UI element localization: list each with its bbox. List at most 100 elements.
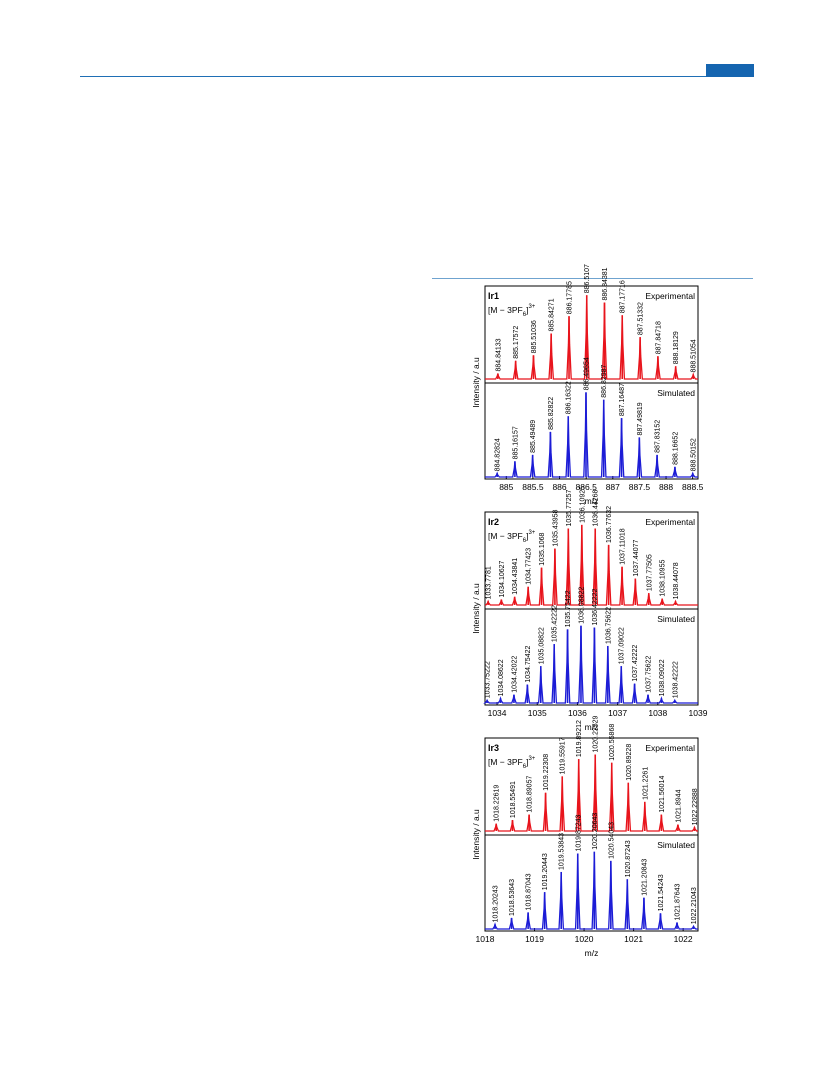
series-trace — [485, 392, 698, 478]
peak-label: 884.84133 — [495, 338, 502, 371]
peak-label: 887.84718 — [655, 321, 662, 354]
peak-label: 1021.20843 — [641, 859, 648, 896]
x-tick-label: 1018 — [476, 934, 495, 944]
series-trace — [485, 754, 698, 832]
ion-formula-subscript: 6 — [523, 538, 527, 544]
ion-formula-part: [M − 3PF — [488, 757, 523, 767]
peak-label: 1036.10925 — [579, 486, 586, 523]
peak-label: 1018.22619 — [494, 785, 501, 822]
mass-spectrum-chart: Ir2 [M − 3PF6]3+ Intensity / a.u 1034 1035 10… — [471, 486, 708, 732]
peak-label: 1022.22888 — [692, 788, 699, 825]
mass-spectrum-chart: Ir3 [M − 3PF6]3+ Intensity / a.u 1018 1019 10… — [471, 715, 699, 958]
ion-formula-part: [M − 3PF — [488, 305, 523, 315]
peak-label: 1035.1068 — [539, 532, 546, 565]
peak-label: 1020.54043 — [608, 822, 615, 859]
mass-spectrum-panel-ir3: Ir3 [M − 3PF6]3+ Intensity / a.u 1018 1019 10… — [470, 715, 720, 958]
peak-label: 1037.11018 — [620, 528, 627, 565]
series-name-label: Simulated — [657, 388, 695, 398]
peak-label: 1037.09022 — [619, 627, 626, 664]
peak-label: 885.82822 — [548, 397, 555, 430]
peak-label: 1033.7781 — [486, 566, 493, 599]
peak-label: 1019.22308 — [543, 754, 550, 791]
peak-label: 1036.44268 — [593, 489, 600, 526]
x-tick-label: 1021 — [624, 934, 643, 944]
peak-label: 1038.42222 — [672, 661, 679, 698]
peak-label: 1034.75422 — [525, 646, 532, 683]
ion-formula-superscript: 3+ — [528, 304, 535, 310]
peak-label: 884.82824 — [495, 438, 502, 471]
compound-label: Ir2 — [488, 517, 499, 527]
peak-label: 1036.77632 — [606, 506, 613, 543]
compound-label: Ir1 — [488, 291, 499, 301]
peak-label: 885.16157 — [512, 426, 519, 459]
ion-formula-label: [M − 3PF6]3+ — [488, 304, 536, 318]
x-tick-label: 1039 — [689, 708, 708, 718]
x-tick-label: 1022 — [674, 934, 693, 944]
series-trace — [485, 295, 698, 380]
ion-formula-part: ] — [526, 531, 528, 541]
peak-label: 1035.77257 — [566, 489, 573, 526]
peak-label: 1037.42222 — [632, 645, 639, 682]
peak-label: 1020.89228 — [626, 744, 633, 781]
peak-label: 1020.22529 — [593, 715, 600, 752]
peak-label: 1018.87043 — [526, 873, 533, 910]
peak-label: 886.5107 — [584, 264, 591, 293]
peak-label: 1034.43841 — [512, 558, 519, 595]
x-tick-label: 1037 — [608, 708, 627, 718]
ion-formula-label: [M − 3PF6]3+ — [488, 756, 536, 770]
peak-label: 1019.87243 — [575, 814, 582, 851]
y-axis-label: Intensity / a.u — [471, 583, 481, 634]
peak-label: 886.82987 — [601, 365, 608, 398]
peak-label: 1035.42222 — [552, 605, 559, 642]
peak-label: 1018.20243 — [493, 885, 500, 922]
peak-label: 1034.10627 — [499, 560, 506, 597]
ion-formula-superscript: 3+ — [528, 756, 535, 762]
peak-label: 1020.55868 — [609, 724, 616, 761]
series-name-label: Simulated — [657, 840, 695, 850]
x-tick-label: 887 — [606, 482, 620, 492]
y-axis-label: Intensity / a.u — [471, 809, 481, 860]
series-name-label: Experimental — [645, 517, 695, 527]
header-rule — [80, 76, 754, 77]
x-tick-label: 1019 — [525, 934, 544, 944]
peak-label: 1034.08622 — [498, 659, 505, 696]
peak-label: 1035.43958 — [552, 509, 559, 546]
peak-label: 885.49489 — [530, 420, 537, 453]
peak-label: 1021.54243 — [658, 874, 665, 911]
peak-label: 888.16652 — [672, 432, 679, 465]
peak-label: 1022.21043 — [691, 887, 698, 924]
x-tick-label: 1036 — [568, 708, 587, 718]
peak-label: 1019.53843 — [559, 833, 566, 870]
mass-spectrum-chart: Ir1 [M − 3PF6]3+ Intensity / a.u 885 885.5 88… — [471, 264, 704, 506]
section-divider — [432, 278, 753, 279]
x-tick-label: 885 — [499, 482, 513, 492]
peak-label: 1020.20643 — [592, 813, 599, 850]
peak-label: 1035.08822 — [538, 627, 545, 664]
series-name-label: Experimental — [645, 743, 695, 753]
peak-label: 886.84381 — [602, 267, 609, 300]
peak-label: 1018.55491 — [510, 781, 517, 818]
ion-formula-part: [M − 3PF — [488, 531, 523, 541]
x-axis-label: m/z — [585, 722, 599, 732]
peak-label: 887.49819 — [637, 402, 644, 435]
peak-label: 887.17716 — [620, 280, 627, 313]
peak-label: 888.18129 — [673, 331, 680, 364]
peak-label: 1037.77505 — [646, 554, 653, 591]
header-accent-tab — [706, 64, 754, 77]
peak-label: 886.17785 — [567, 281, 574, 314]
series-name-label: Experimental — [645, 291, 695, 301]
peak-label: 1019.20443 — [542, 853, 549, 890]
ion-formula-part: ] — [526, 305, 528, 315]
series-trace — [485, 851, 698, 930]
peak-label: 1036.75622 — [605, 607, 612, 644]
peak-label: 1018.53643 — [509, 879, 516, 916]
x-tick-label: 888 — [659, 482, 673, 492]
peak-label: 1033.75222 — [485, 661, 492, 698]
peak-label: 885.17572 — [513, 326, 520, 359]
x-axis-label: m/z — [585, 496, 599, 506]
x-tick-label: 886 — [552, 482, 566, 492]
x-tick-label: 886.5 — [576, 482, 598, 492]
x-axis-label: m/z — [585, 948, 599, 958]
mass-spectrum-panel-ir2: Ir2 [M − 3PF6]3+ Intensity / a.u 1034 1035 10… — [470, 486, 720, 732]
peak-label: 1021.56014 — [659, 776, 666, 813]
